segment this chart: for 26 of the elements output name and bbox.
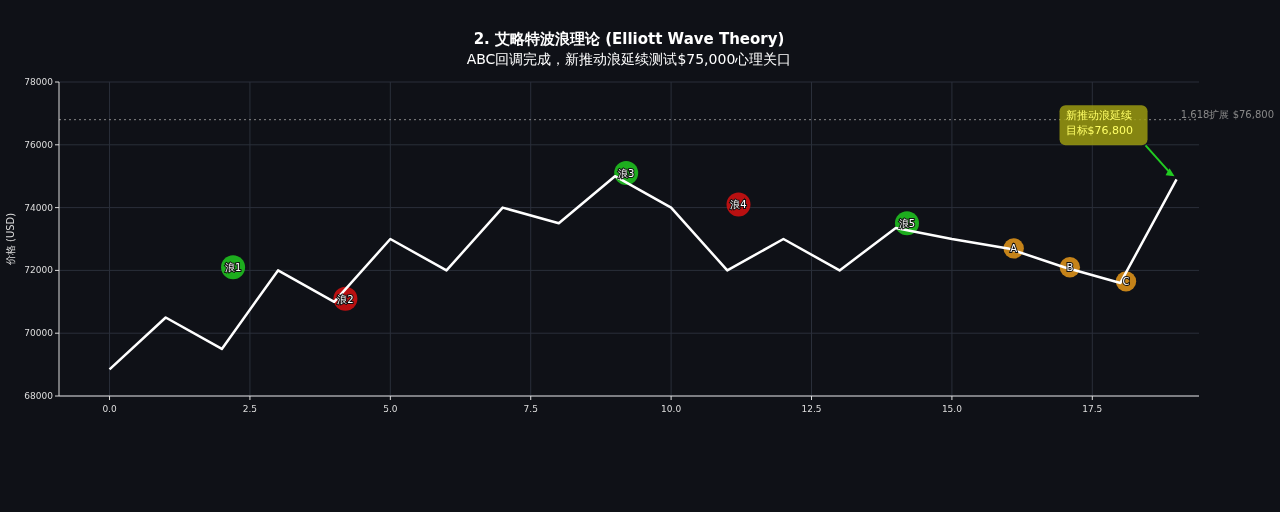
annotation: 浪1 — [224, 262, 242, 274]
annotation: 目标$76,800 — [1065, 124, 1134, 138]
annotation: 新推动浪延续 — [1065, 109, 1132, 123]
x-tick-label: 10.0 — [661, 404, 682, 414]
y-axis-title: 价格 (USD) — [5, 212, 16, 267]
ref-line-label: 1.618扩展 $76,800 — [1180, 108, 1274, 120]
y-tick-label: 70000 — [24, 328, 54, 339]
x-tick-label: 5.0 — [383, 404, 398, 414]
annotation: 浪3 — [618, 168, 635, 180]
x-tick-label: 2.5 — [242, 404, 258, 414]
x-tick-label: 15.0 — [941, 404, 963, 414]
x-tick-label: 7.5 — [523, 404, 538, 414]
x-tick-label: 12.5 — [801, 404, 822, 414]
y-tick-label: 76000 — [24, 139, 54, 150]
annotation: 浪2 — [337, 293, 354, 305]
chart-title: 2. 艾略特波浪理论 (Elliott Wave Theory) — [473, 30, 785, 48]
y-tick-label: 74000 — [24, 202, 54, 213]
y-tick-label: 78000 — [24, 77, 54, 87]
y-tick-label: 72000 — [24, 265, 54, 276]
chart-subtitle: ABC回调完成，新推动浪延续测试$75,000心理关口 — [466, 51, 792, 67]
x-tick-label: 0.0 — [102, 404, 117, 414]
annotation: 浪4 — [730, 199, 747, 211]
annotation: 浪5 — [898, 218, 916, 230]
annotation: C — [1122, 276, 1130, 288]
y-tick-label: 68000 — [24, 391, 54, 401]
x-tick-label: 17.5 — [1082, 404, 1103, 414]
